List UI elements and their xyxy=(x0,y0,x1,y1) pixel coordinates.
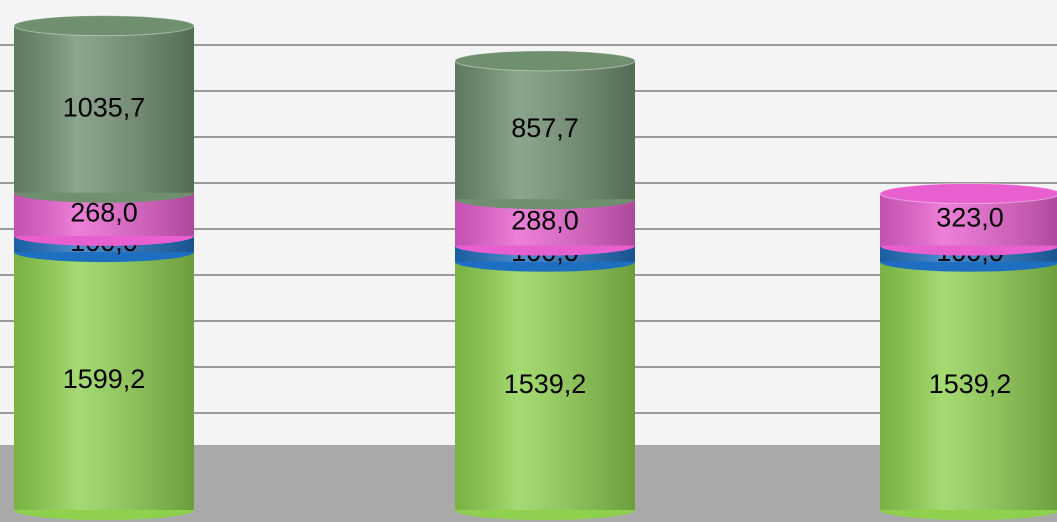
cylinder-top xyxy=(454,50,636,72)
shading xyxy=(14,25,194,193)
data-label: 1539,2 xyxy=(929,369,1012,399)
data-label: 323,0 xyxy=(936,203,1004,233)
cylinder-top xyxy=(879,183,1057,205)
data-label: 288,0 xyxy=(511,206,579,236)
data-label: 1599,2 xyxy=(63,364,146,394)
shading xyxy=(455,261,635,510)
data-label: 857,7 xyxy=(511,113,579,143)
shading xyxy=(880,261,1057,510)
shading xyxy=(14,252,194,510)
data-label: 1539,2 xyxy=(504,369,587,399)
shading xyxy=(455,60,635,200)
cylinder-top xyxy=(13,15,195,37)
data-label: 1035,7 xyxy=(63,92,146,122)
